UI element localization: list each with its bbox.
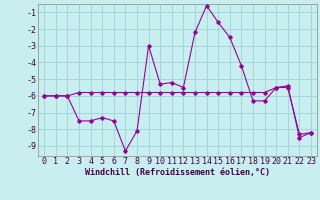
X-axis label: Windchill (Refroidissement éolien,°C): Windchill (Refroidissement éolien,°C): [85, 168, 270, 177]
